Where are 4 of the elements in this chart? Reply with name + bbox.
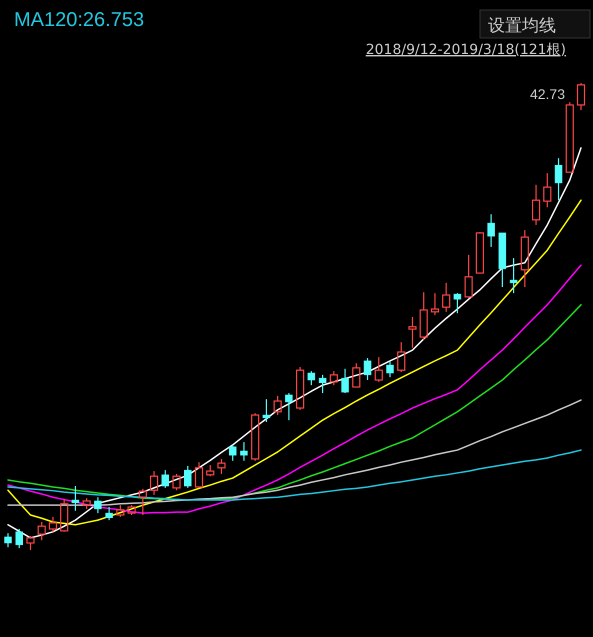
text: 设置均线: [488, 16, 556, 36]
annotation: 42.73: [530, 86, 566, 102]
chart-subtitle: 2018/9/12-2019/3/18(121根): [366, 42, 566, 58]
chart-title: MA120:26.753: [14, 9, 144, 31]
